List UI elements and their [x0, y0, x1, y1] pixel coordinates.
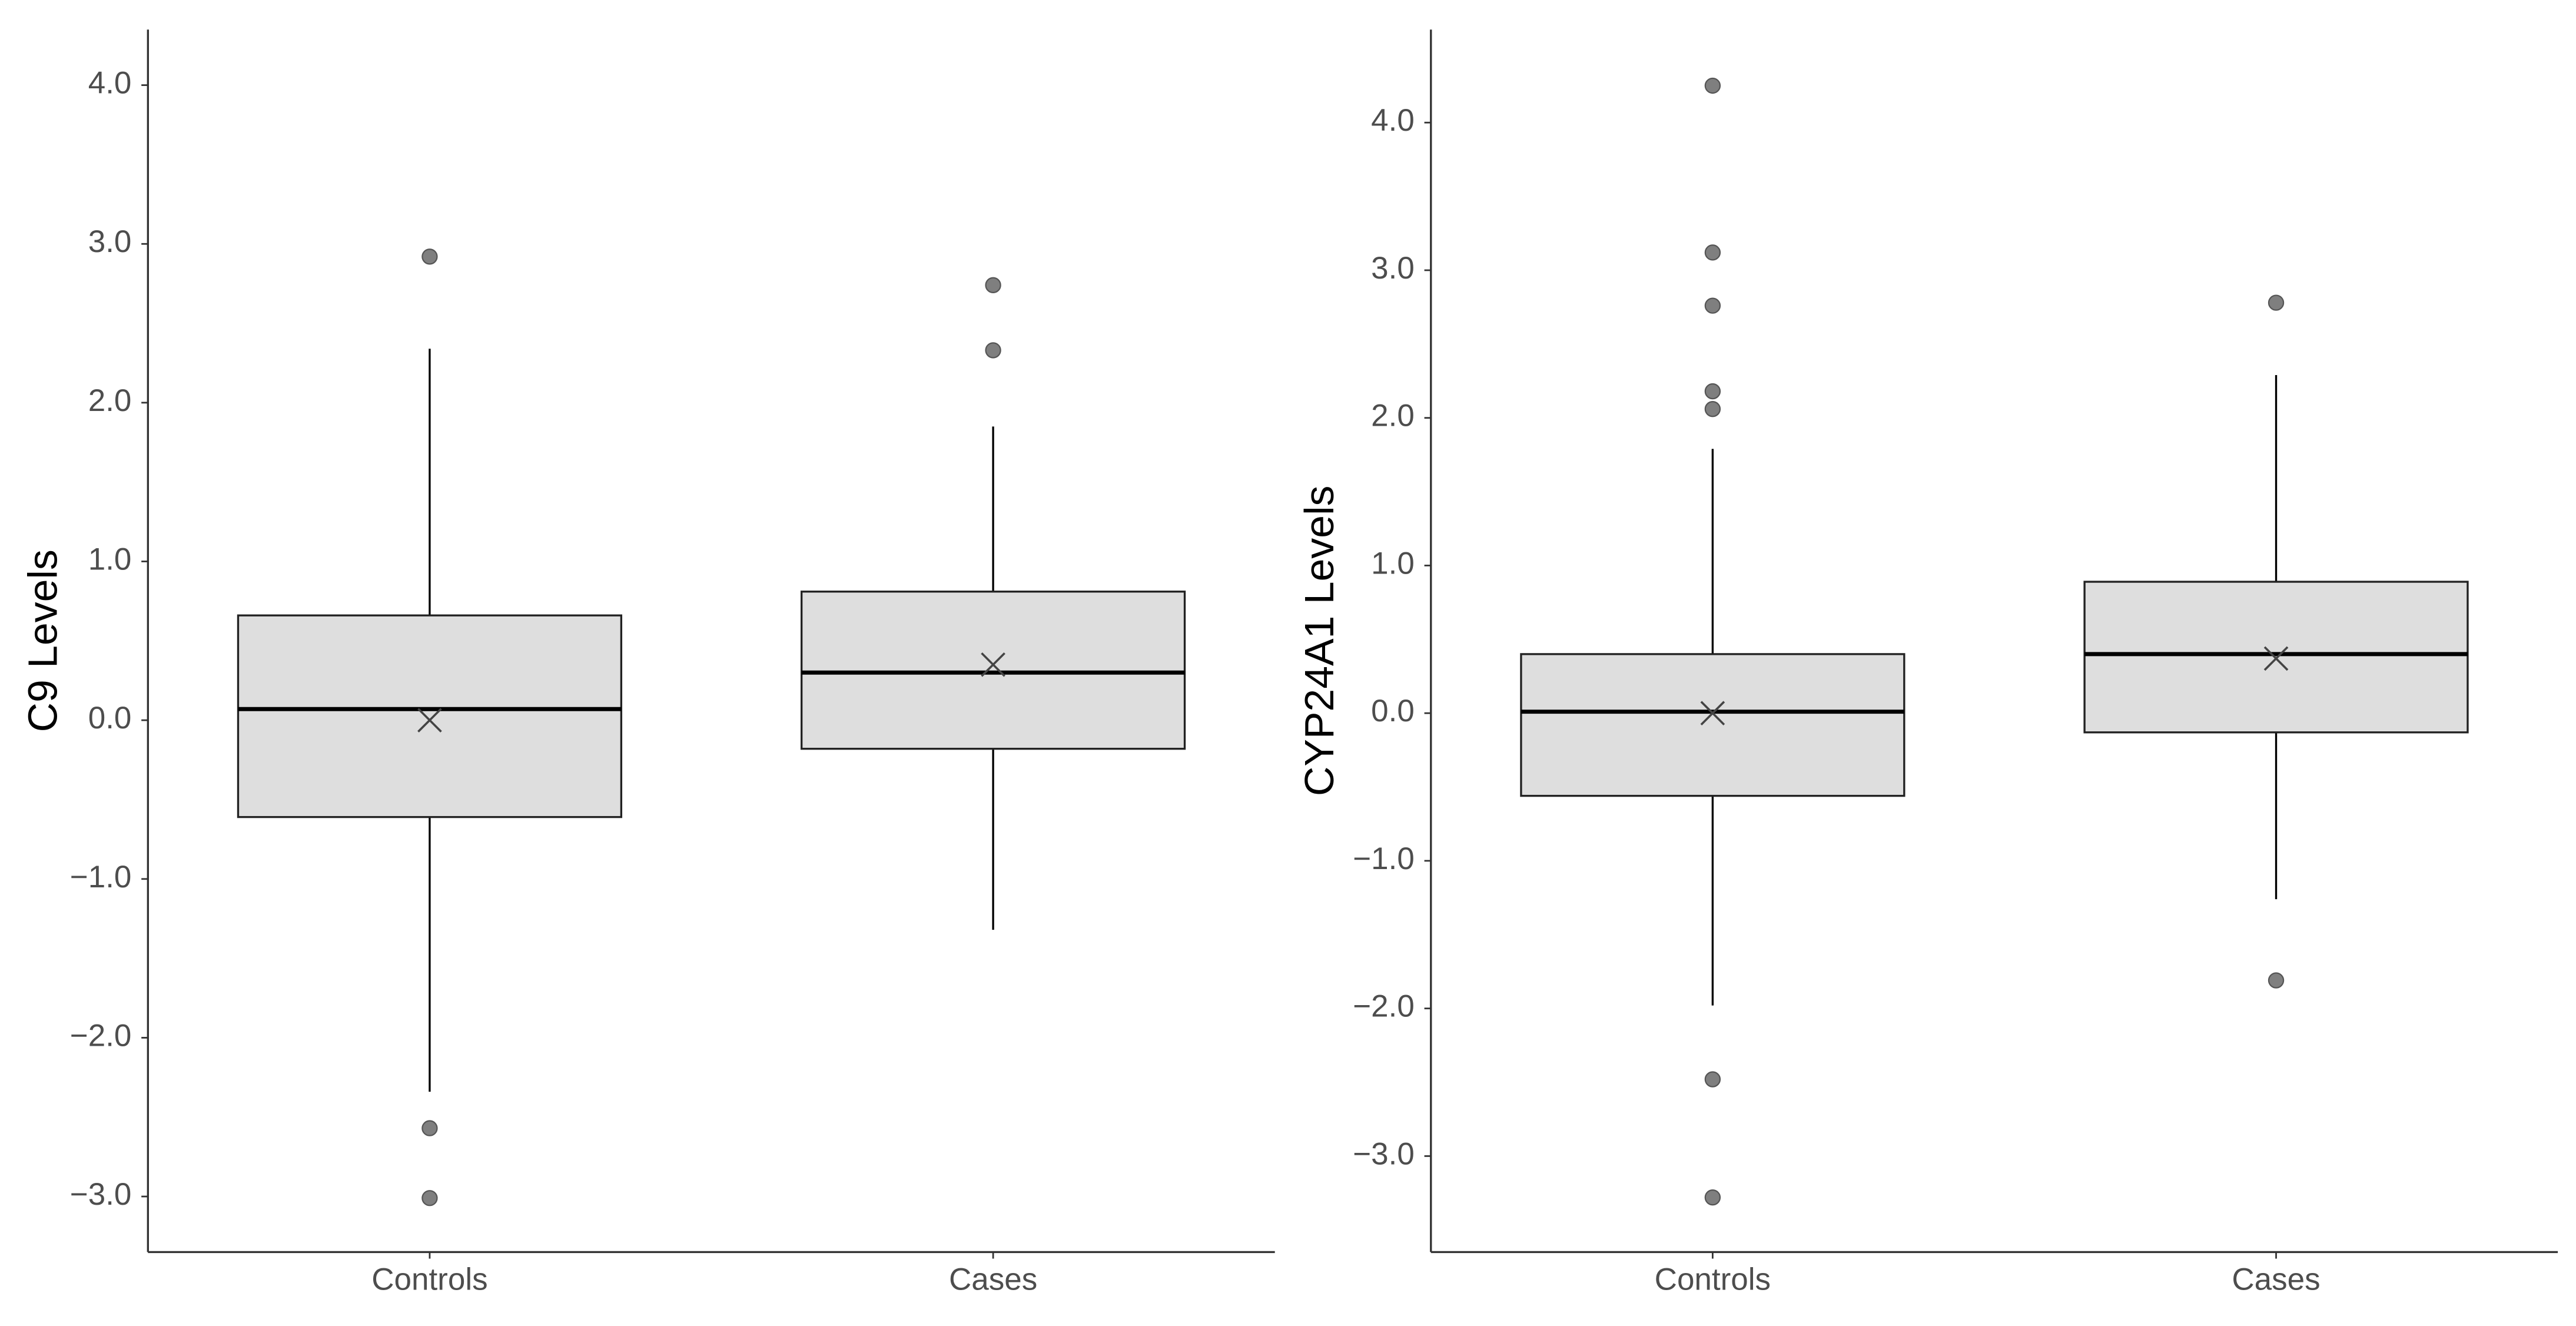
outlier	[421, 1190, 438, 1206]
outlier	[2268, 972, 2285, 989]
y-tick-label: 0.0	[88, 701, 132, 735]
outlier	[1704, 400, 1721, 417]
outlier	[1704, 383, 1721, 400]
y-tick-label: −3.0	[70, 1177, 132, 1212]
y-tick-label: 2.0	[1371, 399, 1415, 433]
y-tick-label: −3.0	[1353, 1136, 1415, 1171]
box	[1520, 653, 1906, 797]
y-tick-label: 1.0	[88, 542, 132, 577]
outlier	[1704, 77, 1721, 94]
y-tick-label: 4.0	[1371, 103, 1415, 138]
y-tick-label: −2.0	[1353, 989, 1415, 1024]
outlier	[421, 248, 438, 265]
mean-marker	[981, 652, 1005, 677]
x-tick-label: Cases	[2232, 1262, 2320, 1297]
y-tick-label: 4.0	[88, 66, 132, 101]
outlier	[985, 277, 1001, 294]
y-tick-label: 1.0	[1371, 546, 1415, 581]
x-tick-label: Controls	[1655, 1262, 1771, 1297]
y-tick-label: 2.0	[88, 383, 132, 418]
outlier	[985, 342, 1001, 359]
y-axis-label: CYP24A1 Levels	[1296, 486, 1342, 796]
mean-marker	[417, 708, 442, 732]
outlier	[1704, 244, 1721, 261]
y-tick-label: 0.0	[1371, 694, 1415, 728]
y-tick-label: −1.0	[1353, 841, 1415, 876]
y-axis-label: C9 Levels	[20, 549, 66, 732]
x-tick-label: Cases	[949, 1262, 1037, 1297]
outlier	[1704, 297, 1721, 314]
box	[237, 614, 623, 818]
box	[800, 591, 1186, 750]
outlier	[1704, 1189, 1721, 1206]
outlier	[421, 1120, 438, 1136]
panel: CYP24A1 Levels 4.0 3.0 2.0 1.0 0.0 −1.0 −2.0 −3.…	[1296, 29, 2558, 1297]
outlier	[2268, 294, 2285, 311]
mean-marker	[2263, 646, 2289, 671]
y-tick-label: −2.0	[70, 1018, 132, 1053]
outlier	[1704, 1071, 1721, 1088]
y-tick-label: 3.0	[1371, 251, 1415, 286]
y-tick-label: −1.0	[70, 860, 132, 894]
mean-marker	[1700, 701, 1725, 726]
panel: C9 Levels 4.0 3.0 2.0 1.0 0.0 −1.0 −2.0 −3.0 Cont…	[20, 29, 1275, 1297]
y-tick-label: 3.0	[88, 224, 132, 259]
x-tick-label: Controls	[371, 1262, 487, 1297]
